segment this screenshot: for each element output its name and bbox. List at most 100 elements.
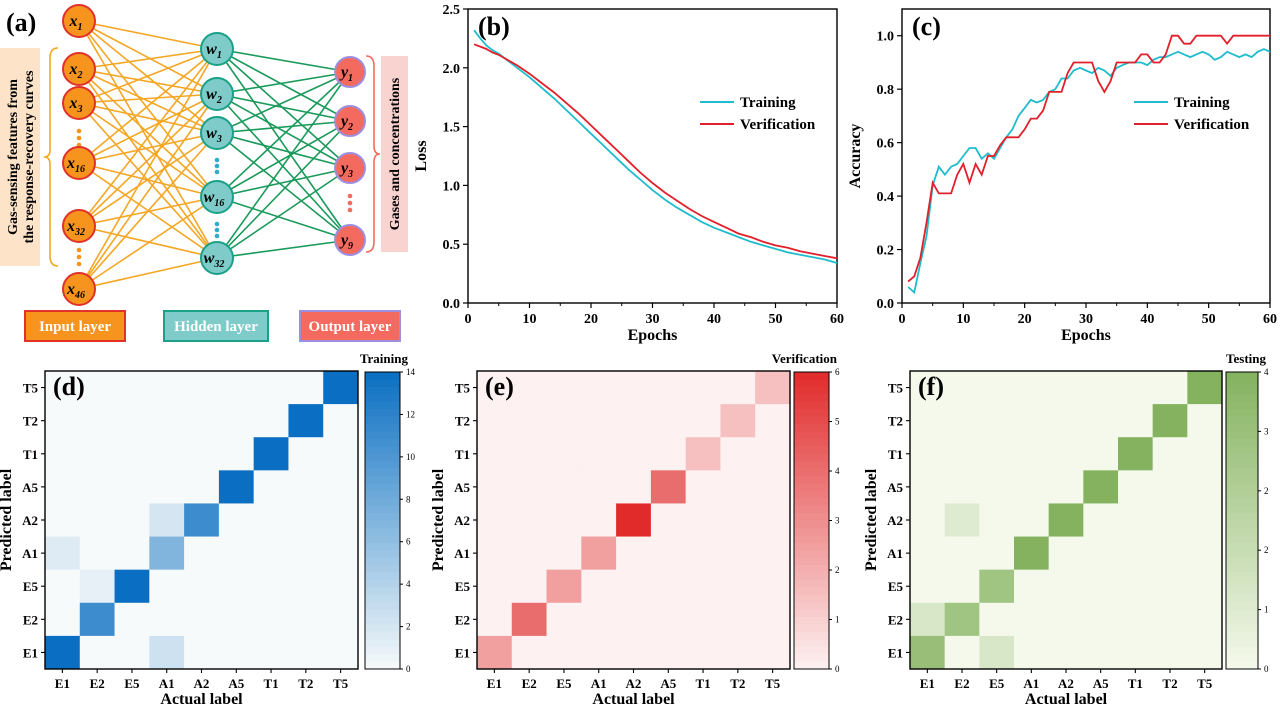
hidden-link [216,239,351,259]
heatmap-cell [720,635,756,670]
heatmap-cell [1048,503,1084,537]
network-diagram: (a) Gas-sensing features from the response… [0,4,408,342]
heatmap-cell [685,503,721,537]
y-tick-label: A1 [887,546,903,561]
input-link [78,48,218,70]
y-axis-label: Accuracy [847,124,864,189]
heatmap-cell [149,602,185,637]
input-link [78,20,218,259]
heatmap-cell [511,635,547,670]
colorbar-segment [365,661,400,670]
hidden-node-w32: w32 [200,241,234,275]
input-side-box [0,48,40,266]
y-tick-label: A5 [887,480,903,495]
hidden-link [216,71,351,198]
heatmap-cell [253,404,289,438]
y-tick-label: 1.0 [443,179,461,194]
y-tick-label: E5 [455,579,471,594]
colorbar-segment [1226,438,1258,447]
heatmap-cell [79,404,115,438]
heatmap-cell [1014,404,1049,438]
heatmap-cell [616,371,652,405]
colorbar-segment [794,550,829,559]
x-tick-label: E5 [124,676,140,691]
input-layer-label-text: Input layer [39,319,111,335]
input-node-x2: x2 [62,52,96,86]
colorbar-segment [794,513,829,521]
colorbar-segment [1226,661,1258,670]
heatmap-cell [477,503,513,537]
heatmap-cell [685,602,721,637]
x-tick-label: A1 [1023,676,1039,691]
heatmap-cell [979,371,1015,405]
panel-label-c: (c) [912,12,941,41]
heatmap-cell [45,503,81,537]
heatmap-cell [477,404,513,438]
y-tick-label: 0.4 [877,190,895,205]
input-link [78,93,218,104]
heatmap-cell [755,503,791,537]
colorbar-segment [1226,639,1258,648]
heatmap-cell [218,536,254,570]
heatmap-cell [650,635,686,670]
colorbar-segment [365,394,400,403]
heatmap-cell [581,635,617,670]
heatmap-cell [650,371,686,405]
y-tick-label: 0.0 [877,297,895,312]
heatmap-cell [511,404,547,438]
heatmap-cell [755,470,791,504]
heatmap-cell [1048,635,1084,670]
hidden-node-w16-label: w16 [204,189,225,209]
heatmap-cell [685,437,721,471]
heatmap-cell [1152,602,1188,637]
x-tick-label: T2 [1162,676,1177,691]
y-axis-label: Predicted label [430,468,447,571]
colorbar-title: Testing [1226,351,1266,366]
x-axis-label: Epochs [628,327,678,344]
heatmap-cell [323,536,359,570]
input-link [78,102,218,134]
series-line-verification [473,43,838,260]
colorbar-segment [794,379,829,388]
heatmap-cell [1083,569,1119,604]
y-axis-label: Predicted label [863,468,880,571]
x-tick-label: 50 [1202,312,1216,327]
plot-frame [467,8,838,304]
y-tick-label: A5 [454,480,470,495]
output-layer-label-box [299,310,401,342]
heatmap-cell [1152,503,1188,537]
heatmap-cell [1187,371,1223,405]
heatmap-cell [1118,635,1153,670]
heatmap-cell [910,602,945,637]
colorbar-segment [794,438,829,447]
heatmap-cell [1014,569,1049,604]
hidden-node-w1-circle [200,32,234,66]
input-layer-label-box [24,310,126,342]
y-tick-label: E1 [455,645,470,660]
heatmap-cell [546,503,582,537]
colorbar-segment [1226,594,1258,603]
y-tick-label: E2 [888,612,903,627]
x-tick-label: E1 [920,676,935,691]
heatmap-cell [1083,635,1119,670]
output-node-y3: y3 [334,152,366,184]
heatmap-cell [218,470,254,504]
heatmap-cell [1187,470,1223,504]
chart-f: E1 E2 E5 A1 A2 A5 T1 T2 T5 T5 T2 T1 A5 A2 A1 E5 E2 E1 Actu… [863,351,1269,708]
heatmap-cell [755,569,791,604]
y-tick-label: 2.0 [443,62,461,77]
heatmap-cell [1014,371,1049,405]
heatmap-cell [79,503,115,537]
x-tick-label: T5 [333,676,349,691]
heatmap-cell [184,569,220,604]
output-side-box [381,56,408,252]
heatmap-cell [581,437,617,471]
colorbar-segment [365,513,400,521]
heatmap-cell [149,536,185,570]
colorbar-segment [1226,386,1258,395]
heatmap-cell [253,635,289,670]
heatmap-cell [616,470,652,504]
output-node-y2-circle [334,105,366,137]
hidden-ellipsis-dot [214,157,220,163]
colorbar-segment [794,594,829,603]
